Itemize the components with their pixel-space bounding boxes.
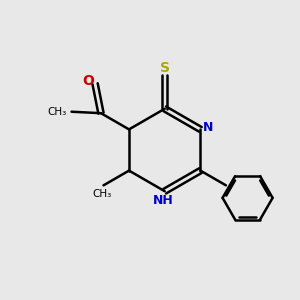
Text: CH₃: CH₃ — [92, 189, 112, 199]
Text: N: N — [202, 122, 213, 134]
Text: S: S — [160, 61, 170, 75]
Text: O: O — [82, 74, 94, 88]
Text: CH₃: CH₃ — [47, 107, 66, 117]
Text: NH: NH — [153, 194, 174, 207]
